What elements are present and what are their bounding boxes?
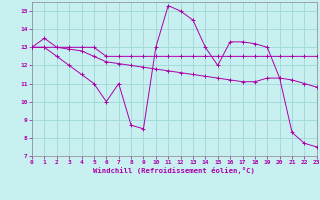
X-axis label: Windchill (Refroidissement éolien,°C): Windchill (Refroidissement éolien,°C) xyxy=(93,167,255,174)
